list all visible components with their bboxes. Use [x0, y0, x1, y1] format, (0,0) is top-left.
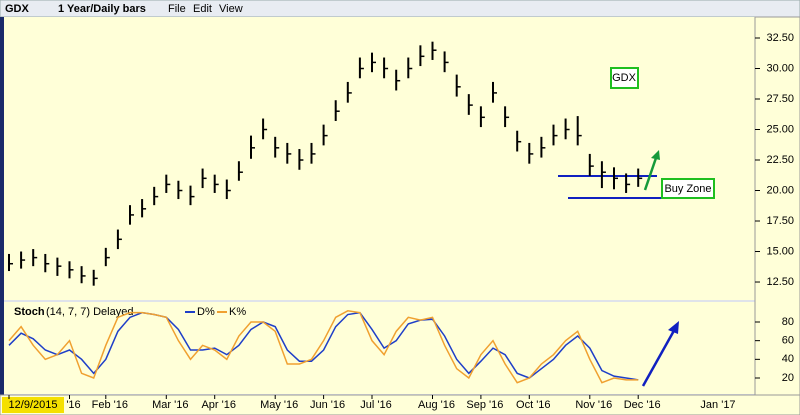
x-tick-label: Mar '16 — [152, 399, 188, 411]
y-tick-label: 32.50 — [766, 32, 794, 44]
x-tick-label: Jul '16 — [360, 399, 391, 411]
y-tick-label: 80 — [782, 316, 794, 328]
x-tick-label: 12/9/2015 — [9, 399, 58, 411]
x-tick-label: Oct '16 — [516, 399, 551, 411]
arrow-head — [668, 321, 679, 334]
x-axis-strip — [0, 394, 800, 415]
y-tick-label: 22.50 — [766, 154, 794, 166]
x-tick-label: Sep '16 — [466, 399, 503, 411]
y-tick-label: 20.00 — [766, 184, 794, 196]
price-pane — [0, 17, 755, 300]
x-tick-label: Jun '16 — [310, 399, 345, 411]
x-tick-label: '16 — [66, 399, 80, 411]
period[interactable]: 1 Year/Daily bars — [58, 3, 146, 15]
arrow — [641, 326, 678, 387]
arrow — [643, 154, 659, 191]
x-tick-label: May '16 — [260, 399, 298, 411]
annotation-box — [661, 178, 715, 199]
legend-label: K% — [229, 306, 246, 318]
menu[interactable]: View — [219, 3, 243, 15]
stoch-line — [8, 310, 639, 384]
y-tick-label: 60 — [782, 335, 794, 347]
y-tick-label: 30.00 — [766, 62, 794, 74]
x-tick-label: Dec '16 — [624, 399, 661, 411]
stoch-line — [8, 311, 639, 381]
x-tick-label: Feb '16 — [92, 399, 128, 411]
menu[interactable]: File — [168, 3, 186, 15]
y-tick-label: 40 — [782, 353, 794, 365]
symbol[interactable]: GDX — [5, 3, 30, 15]
arrow-head — [651, 150, 660, 160]
y-tick-label: 17.50 — [766, 215, 794, 227]
y-tick-label: 25.00 — [766, 123, 794, 135]
axis-strip — [754, 16, 800, 396]
y-tick-label: 27.50 — [766, 93, 794, 105]
y-tick-label: 15.00 — [766, 245, 794, 257]
x-tick-label: Nov '16 — [575, 399, 612, 411]
y-tick-label: 20 — [782, 372, 794, 384]
annotation-box — [610, 67, 639, 89]
stoch-params: (14, 7, 7) Delayed — [46, 306, 133, 318]
annotation: Buy Zone — [664, 183, 711, 195]
annotation: GDX — [612, 72, 637, 84]
x-tick-label: Apr '16 — [201, 399, 236, 411]
legend-label: D% — [197, 306, 215, 318]
left-border — [0, 17, 4, 395]
x-tick-label: Aug '16 — [418, 399, 455, 411]
y-tick-label: 12.50 — [766, 276, 794, 288]
date-highlight — [2, 397, 64, 413]
menu[interactable]: Edit — [193, 3, 212, 15]
x-tick-label: Jan '17 — [700, 399, 735, 411]
stoch-title: Stoch — [14, 306, 45, 318]
